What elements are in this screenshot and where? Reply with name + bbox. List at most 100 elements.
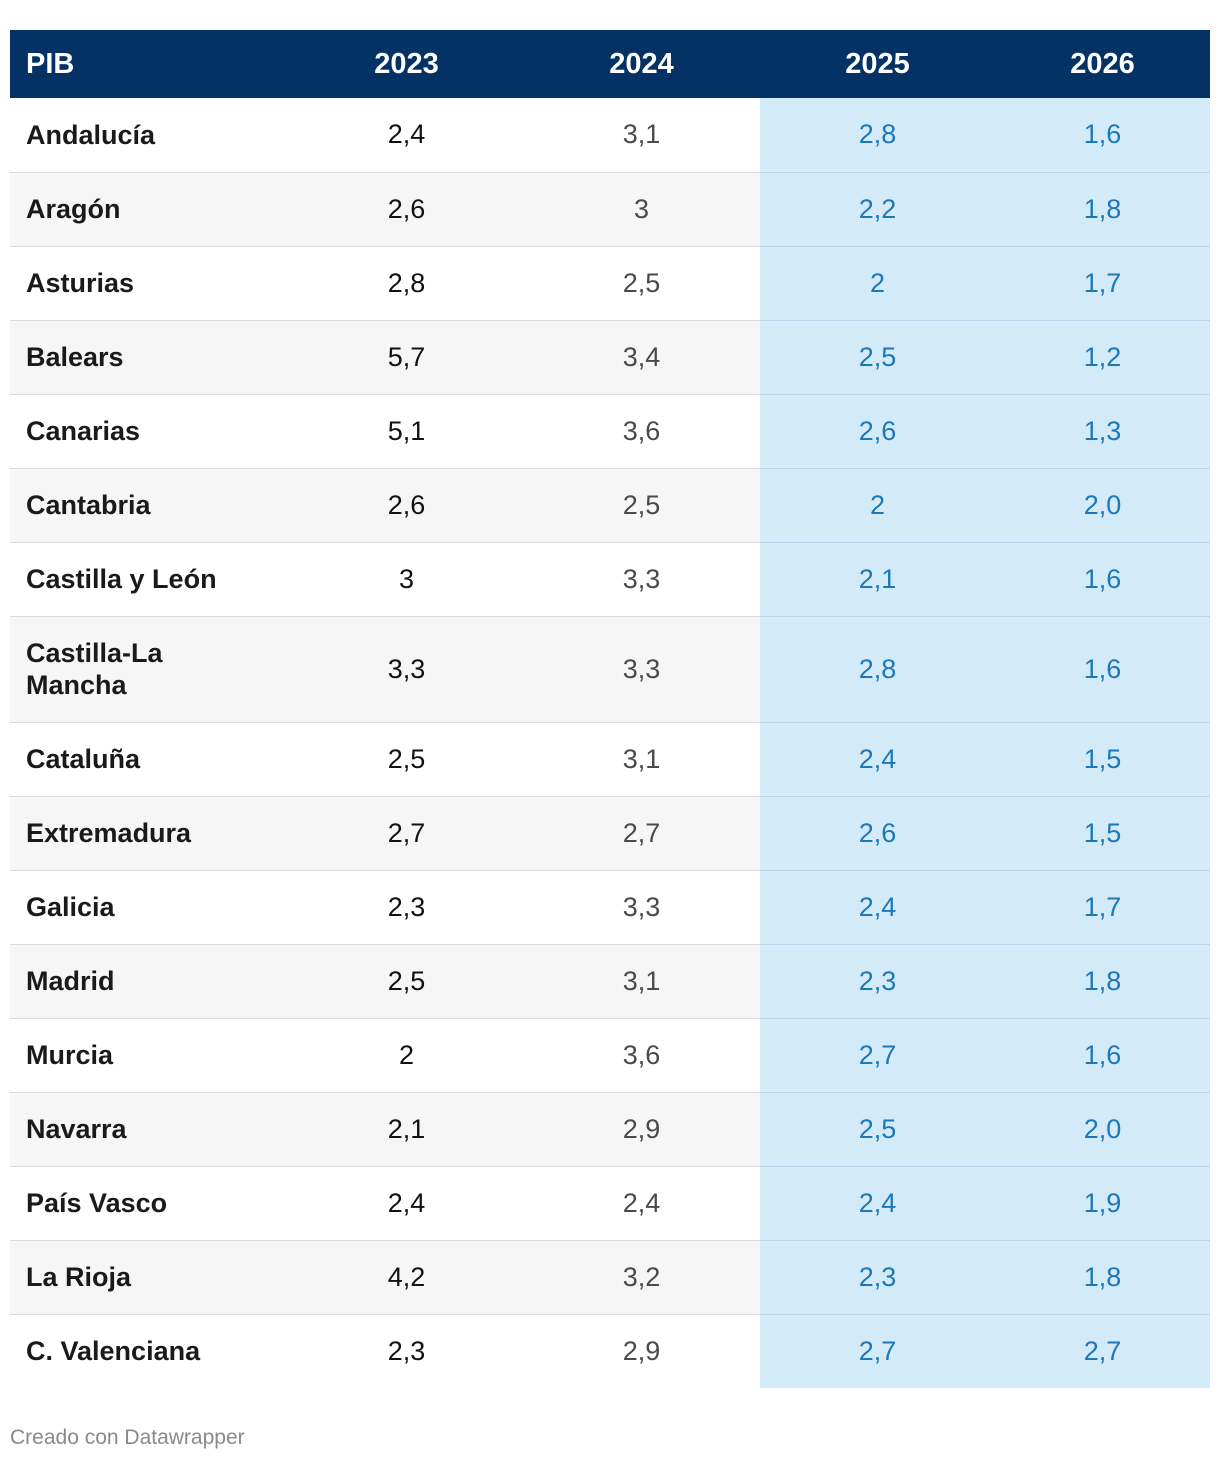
value-cell-2025: 2,4 [760,721,995,796]
value-cell-2025: 2,4 [760,1165,995,1240]
value-cell-2024: 2,4 [622,1187,661,1218]
value-cell-2026: 1,7 [995,245,1210,320]
value-cell-2025: 2,8 [760,98,995,172]
table-row: Madrid 2,5 3,1 2,3 1,8 [10,943,1210,1018]
value-cell-2023: 2,1 [387,1113,426,1144]
value-cell-2024: 3,1 [622,119,661,150]
table-row: Aragón 2,6 3 2,2 1,8 [10,171,1210,246]
region-name: Navarra [26,1114,127,1144]
region-name: Extremadura [26,818,192,848]
value-cell-2023: 2,7 [387,817,426,848]
value-cell-2024: 2,9 [622,1335,661,1366]
table-row: Balears 5,7 3,4 2,5 1,2 [10,319,1210,394]
value-cell-2023: 2,3 [387,1335,426,1366]
table-row: Murcia 2 3,6 2,7 1,6 [10,1017,1210,1092]
value-cell-2024: 3,1 [622,965,661,996]
value-cell-2023: 2,4 [387,1187,426,1218]
header-row: PIB 2023 2024 2025 2026 [10,30,1210,98]
region-name: País Vasco [26,1188,168,1218]
value-cell-2026: 1,3 [995,393,1210,468]
region-name: Canarias [26,416,141,446]
value-cell-2024: 3,3 [622,891,661,922]
value-cell-2023: 5,1 [387,415,426,446]
value-cell-2026: 1,2 [995,319,1210,394]
value-cell-2025: 2,4 [760,869,995,944]
column-header-2024: 2024 [609,47,674,80]
value-cell-2025: 2 [760,245,995,320]
table-row: Galicia 2,3 3,3 2,4 1,7 [10,869,1210,944]
table-row: Canarias 5,1 3,6 2,6 1,3 [10,393,1210,468]
value-cell-2026: 1,6 [995,98,1210,172]
value-cell-2023: 3 [398,563,415,594]
table-row: La Rioja 4,2 3,2 2,3 1,8 [10,1239,1210,1314]
value-cell-2023: 2,8 [387,267,426,298]
gdp-table-container: PIB 2023 2024 2025 2026 Andalucía 2,4 3,1 2,8 1,… [10,30,1210,1388]
table-row: Castilla-La Mancha 3,3 3,3 2,8 1,6 [10,615,1210,722]
region-name: Andalucía [26,119,156,150]
table-row: Andalucía 2,4 3,1 2,8 1,6 [10,98,1210,172]
value-cell-2023: 2,5 [387,965,426,996]
value-cell-2026: 2,7 [995,1313,1210,1388]
table-header: PIB 2023 2024 2025 2026 [10,30,1210,98]
value-cell-2023: 2,3 [387,891,426,922]
region-name: La Rioja [26,1262,132,1292]
value-cell-2025: 2,8 [760,615,995,722]
column-header-2025: 2025 [845,47,910,80]
value-cell-2025: 2,5 [760,319,995,394]
value-cell-2026: 1,6 [995,1017,1210,1092]
region-name: Murcia [26,1040,114,1070]
table-row: Asturias 2,8 2,5 2 1,7 [10,245,1210,320]
region-name: Cantabria [26,490,151,520]
gdp-table: PIB 2023 2024 2025 2026 Andalucía 2,4 3,1 2,8 1,… [10,30,1210,1388]
value-cell-2023: 4,2 [387,1261,426,1292]
value-cell-2025: 2,3 [760,943,995,1018]
value-cell-2024: 2,5 [622,267,661,298]
region-name: Madrid [26,966,115,996]
value-cell-2026: 1,9 [995,1165,1210,1240]
value-cell-2026: 2,0 [995,467,1210,542]
region-name: Castilla-La Mancha [26,638,163,700]
table-row: Cantabria 2,6 2,5 2 2,0 [10,467,1210,542]
table-row: C. Valenciana 2,3 2,9 2,7 2,7 [10,1313,1210,1388]
value-cell-2024: 3,6 [622,1039,661,1070]
table-body: Andalucía 2,4 3,1 2,8 1,6 Aragón 2,6 3 2,2 1,8 Ast… [10,98,1210,1388]
table-row: Navarra 2,1 2,9 2,5 2,0 [10,1091,1210,1166]
value-cell-2024: 3,1 [622,743,661,774]
value-cell-2026: 1,6 [995,541,1210,616]
value-cell-2024: 2,5 [622,489,661,520]
value-cell-2024: 3 [633,193,650,224]
value-cell-2026: 1,5 [995,795,1210,870]
value-cell-2025: 2,6 [760,795,995,870]
value-cell-2025: 2 [760,467,995,542]
value-cell-2026: 2,0 [995,1091,1210,1166]
region-name: Balears [26,342,124,372]
region-name: Castilla y León [26,564,217,594]
value-cell-2023: 2,6 [387,193,426,224]
value-cell-2025: 2,7 [760,1017,995,1092]
value-cell-2026: 1,6 [995,615,1210,722]
value-cell-2023: 3,3 [387,653,426,684]
credit-text: Creado con Datawrapper [10,1426,245,1449]
value-cell-2026: 1,5 [995,721,1210,796]
value-cell-2025: 2,2 [760,171,995,246]
column-header-label: PIB [26,47,75,80]
value-cell-2025: 2,7 [760,1313,995,1388]
value-cell-2024: 2,7 [622,817,661,848]
value-cell-2026: 1,8 [995,171,1210,246]
region-name: Asturias [26,268,135,298]
value-cell-2024: 3,2 [622,1261,661,1292]
region-name: Galicia [26,892,115,922]
value-cell-2023: 2,6 [387,489,426,520]
value-cell-2024: 3,6 [622,415,661,446]
column-header-2026: 2026 [1070,47,1135,80]
table-row: Extremadura 2,7 2,7 2,6 1,5 [10,795,1210,870]
value-cell-2023: 2 [398,1039,415,1070]
value-cell-2024: 3,4 [622,341,661,372]
value-cell-2024: 3,3 [622,563,661,594]
value-cell-2026: 1,8 [995,943,1210,1018]
value-cell-2026: 1,8 [995,1239,1210,1314]
value-cell-2025: 2,3 [760,1239,995,1314]
table-row: Castilla y León 3 3,3 2,1 1,6 [10,541,1210,616]
region-name: Cataluña [26,744,141,774]
value-cell-2026: 1,7 [995,869,1210,944]
